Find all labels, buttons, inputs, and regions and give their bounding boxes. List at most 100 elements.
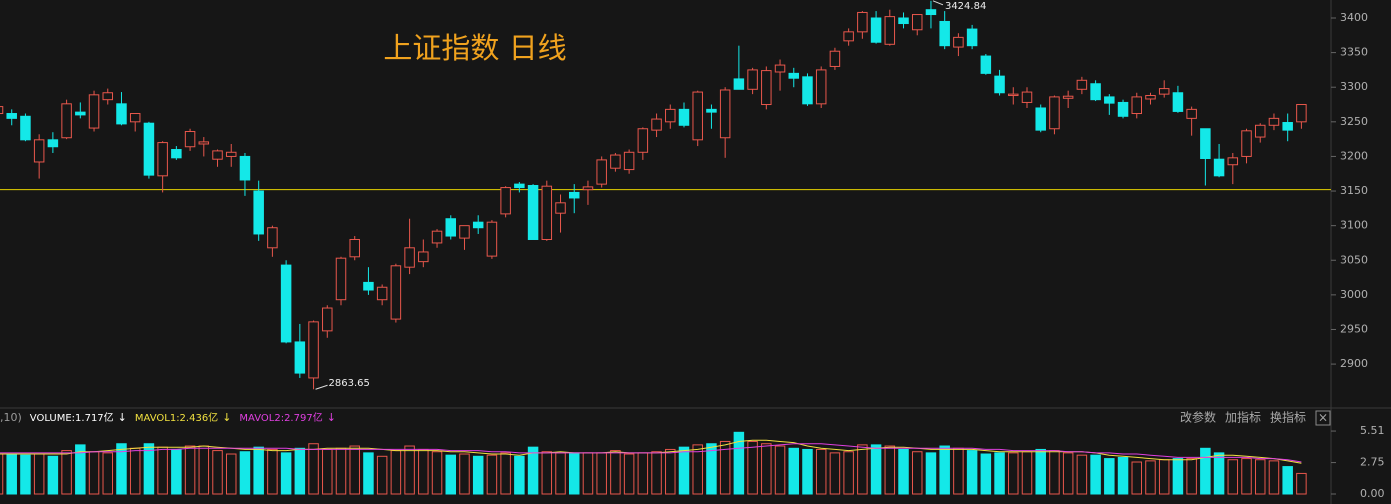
volume-bar xyxy=(1104,458,1115,495)
close-button[interactable]: × xyxy=(1318,411,1328,425)
candle-body xyxy=(486,221,498,257)
candle-body xyxy=(857,11,868,33)
volume-bar xyxy=(6,453,17,495)
volume-bar xyxy=(418,448,429,495)
candle-body xyxy=(1062,95,1074,99)
volume-bar xyxy=(1090,454,1101,495)
volume-bar xyxy=(1227,459,1239,495)
candle-body xyxy=(225,151,237,157)
button[interactable]: 换指标 xyxy=(1270,410,1306,425)
candle-body xyxy=(1268,117,1280,126)
candle-body xyxy=(747,69,758,90)
candle-body xyxy=(61,103,72,139)
volume-bar xyxy=(20,454,31,495)
volume-bar xyxy=(1076,454,1088,495)
button[interactable]: 改参数 xyxy=(1180,410,1216,425)
volume-bar xyxy=(1145,460,1156,495)
candle-body xyxy=(143,122,155,176)
candle-body xyxy=(418,251,429,263)
volume-bar xyxy=(514,455,525,495)
candle-body xyxy=(1090,83,1101,101)
volume-bar xyxy=(1172,458,1184,495)
y-tick-label: 2950 xyxy=(1340,322,1368,335)
volume-bar xyxy=(637,452,649,495)
candle-body xyxy=(829,50,841,67)
y-tick-label: 3000 xyxy=(1340,288,1368,301)
candle-body xyxy=(431,230,443,244)
candle-body xyxy=(610,154,621,169)
candle-body xyxy=(870,17,882,43)
candle-body xyxy=(623,151,635,171)
candle-body xyxy=(815,69,827,105)
volume-bar xyxy=(61,450,72,495)
volume-bar xyxy=(898,448,909,495)
candle-body xyxy=(1145,95,1156,100)
y-tick-label: 2.75 xyxy=(1360,456,1385,469)
volume-bar xyxy=(198,445,210,495)
volume-bar xyxy=(1282,466,1293,495)
candle-body xyxy=(88,94,100,129)
candle-body xyxy=(568,191,580,199)
candle-body xyxy=(1076,79,1088,90)
volume-bar xyxy=(212,450,223,495)
legend-arrow: ↓ xyxy=(222,411,231,424)
candle-body xyxy=(1049,96,1060,130)
volume-bar xyxy=(171,448,182,495)
close-box[interactable] xyxy=(1315,410,1331,426)
volume-bar xyxy=(239,451,251,495)
candle-body xyxy=(1200,128,1211,160)
candle-body xyxy=(390,265,402,320)
candle-body xyxy=(1227,157,1239,166)
volume-bar xyxy=(157,446,168,495)
candle-body xyxy=(239,155,251,181)
volume-bar xyxy=(1296,472,1307,495)
legend-entry: MAVOL2:2.797亿 xyxy=(239,411,322,424)
volume-bar xyxy=(445,454,457,495)
candle-body xyxy=(843,31,854,42)
volume-bar xyxy=(116,443,127,495)
candle-body xyxy=(376,286,388,301)
candle-body xyxy=(33,139,45,163)
volume-bar xyxy=(651,451,662,495)
volume-bar xyxy=(582,452,594,495)
volume-bar xyxy=(363,452,374,495)
button[interactable]: 加指标 xyxy=(1225,410,1261,425)
legend-entry: VOLUME:1.717亿 xyxy=(30,411,114,424)
volume-bar xyxy=(829,452,841,495)
volume-bar xyxy=(692,444,703,495)
indicator-params: ,10) xyxy=(0,411,22,424)
candle-body xyxy=(280,264,292,343)
chart-title: 上证指数 日线 xyxy=(383,31,566,65)
volume-bar xyxy=(0,453,4,495)
volume-bar xyxy=(280,452,292,495)
volume-bar xyxy=(1158,459,1170,495)
volume-bar xyxy=(1049,450,1060,495)
candle-body xyxy=(541,185,553,240)
candle-body xyxy=(500,187,511,215)
candle-body xyxy=(884,16,896,45)
volume-bar xyxy=(33,453,45,495)
volume-bar xyxy=(308,443,319,495)
volume-bar xyxy=(1117,456,1129,495)
candle-body xyxy=(774,64,786,73)
legend-entry: MAVOL1:2.436亿 xyxy=(135,411,218,424)
volume-bar xyxy=(1186,458,1197,495)
candle-body xyxy=(363,281,374,291)
candle-body xyxy=(911,14,923,31)
volume-bar xyxy=(1200,447,1211,495)
y-tick-label: 5.51 xyxy=(1360,424,1385,437)
volume-bar xyxy=(843,451,854,495)
candle-body xyxy=(637,128,649,153)
y-tick-label: 3150 xyxy=(1340,184,1368,197)
y-tick-label: 3250 xyxy=(1340,115,1368,128)
volume-bar xyxy=(884,445,896,495)
volume-bar xyxy=(802,448,813,495)
volume-bar xyxy=(1035,448,1046,495)
volume-bar xyxy=(143,443,155,495)
volume-bar xyxy=(1021,451,1033,495)
candle-body xyxy=(733,78,745,90)
volume-bar xyxy=(322,448,333,495)
candle-body xyxy=(294,341,306,374)
candle-body xyxy=(514,183,525,189)
